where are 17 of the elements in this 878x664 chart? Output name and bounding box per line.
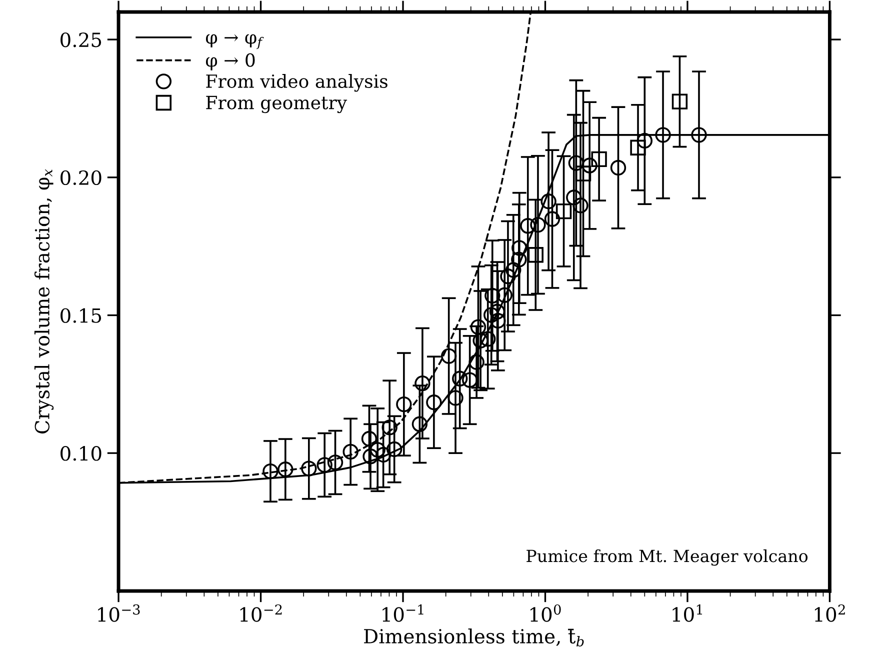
x-tick-label: 10$^{−3}$ [98, 604, 140, 622]
x-tick-label: 10$^{−1}$ [382, 604, 424, 622]
x-tick-label: 10$^{1}$ [672, 604, 702, 622]
x-axis-title: Dimensionless time, t̄$_{b}$ [364, 628, 584, 647]
y-tick-label: 0.15 [60, 308, 102, 323]
y-tick-label: 0.25 [60, 32, 102, 48]
y-tick-label: 0.10 [60, 446, 102, 461]
legend-label: φ → 0 [206, 53, 255, 70]
x-tick-label: 10$^{0}$ [530, 604, 561, 622]
y-axis-title: Crystal volume fraction, φ$_{x}$ [34, 169, 54, 434]
legend-label: From video analysis [206, 74, 388, 92]
legend-label: φ → φ$_{f}$ [206, 34, 264, 50]
x-tick-label: 10$^{−2}$ [240, 604, 282, 622]
annotation: Pumice from Mt. Meager volcano [526, 549, 808, 566]
legend-label: From geometry [206, 96, 348, 114]
x-tick-label: 10$^{2}$ [814, 604, 845, 622]
y-tick-label: 0.20 [60, 170, 102, 186]
